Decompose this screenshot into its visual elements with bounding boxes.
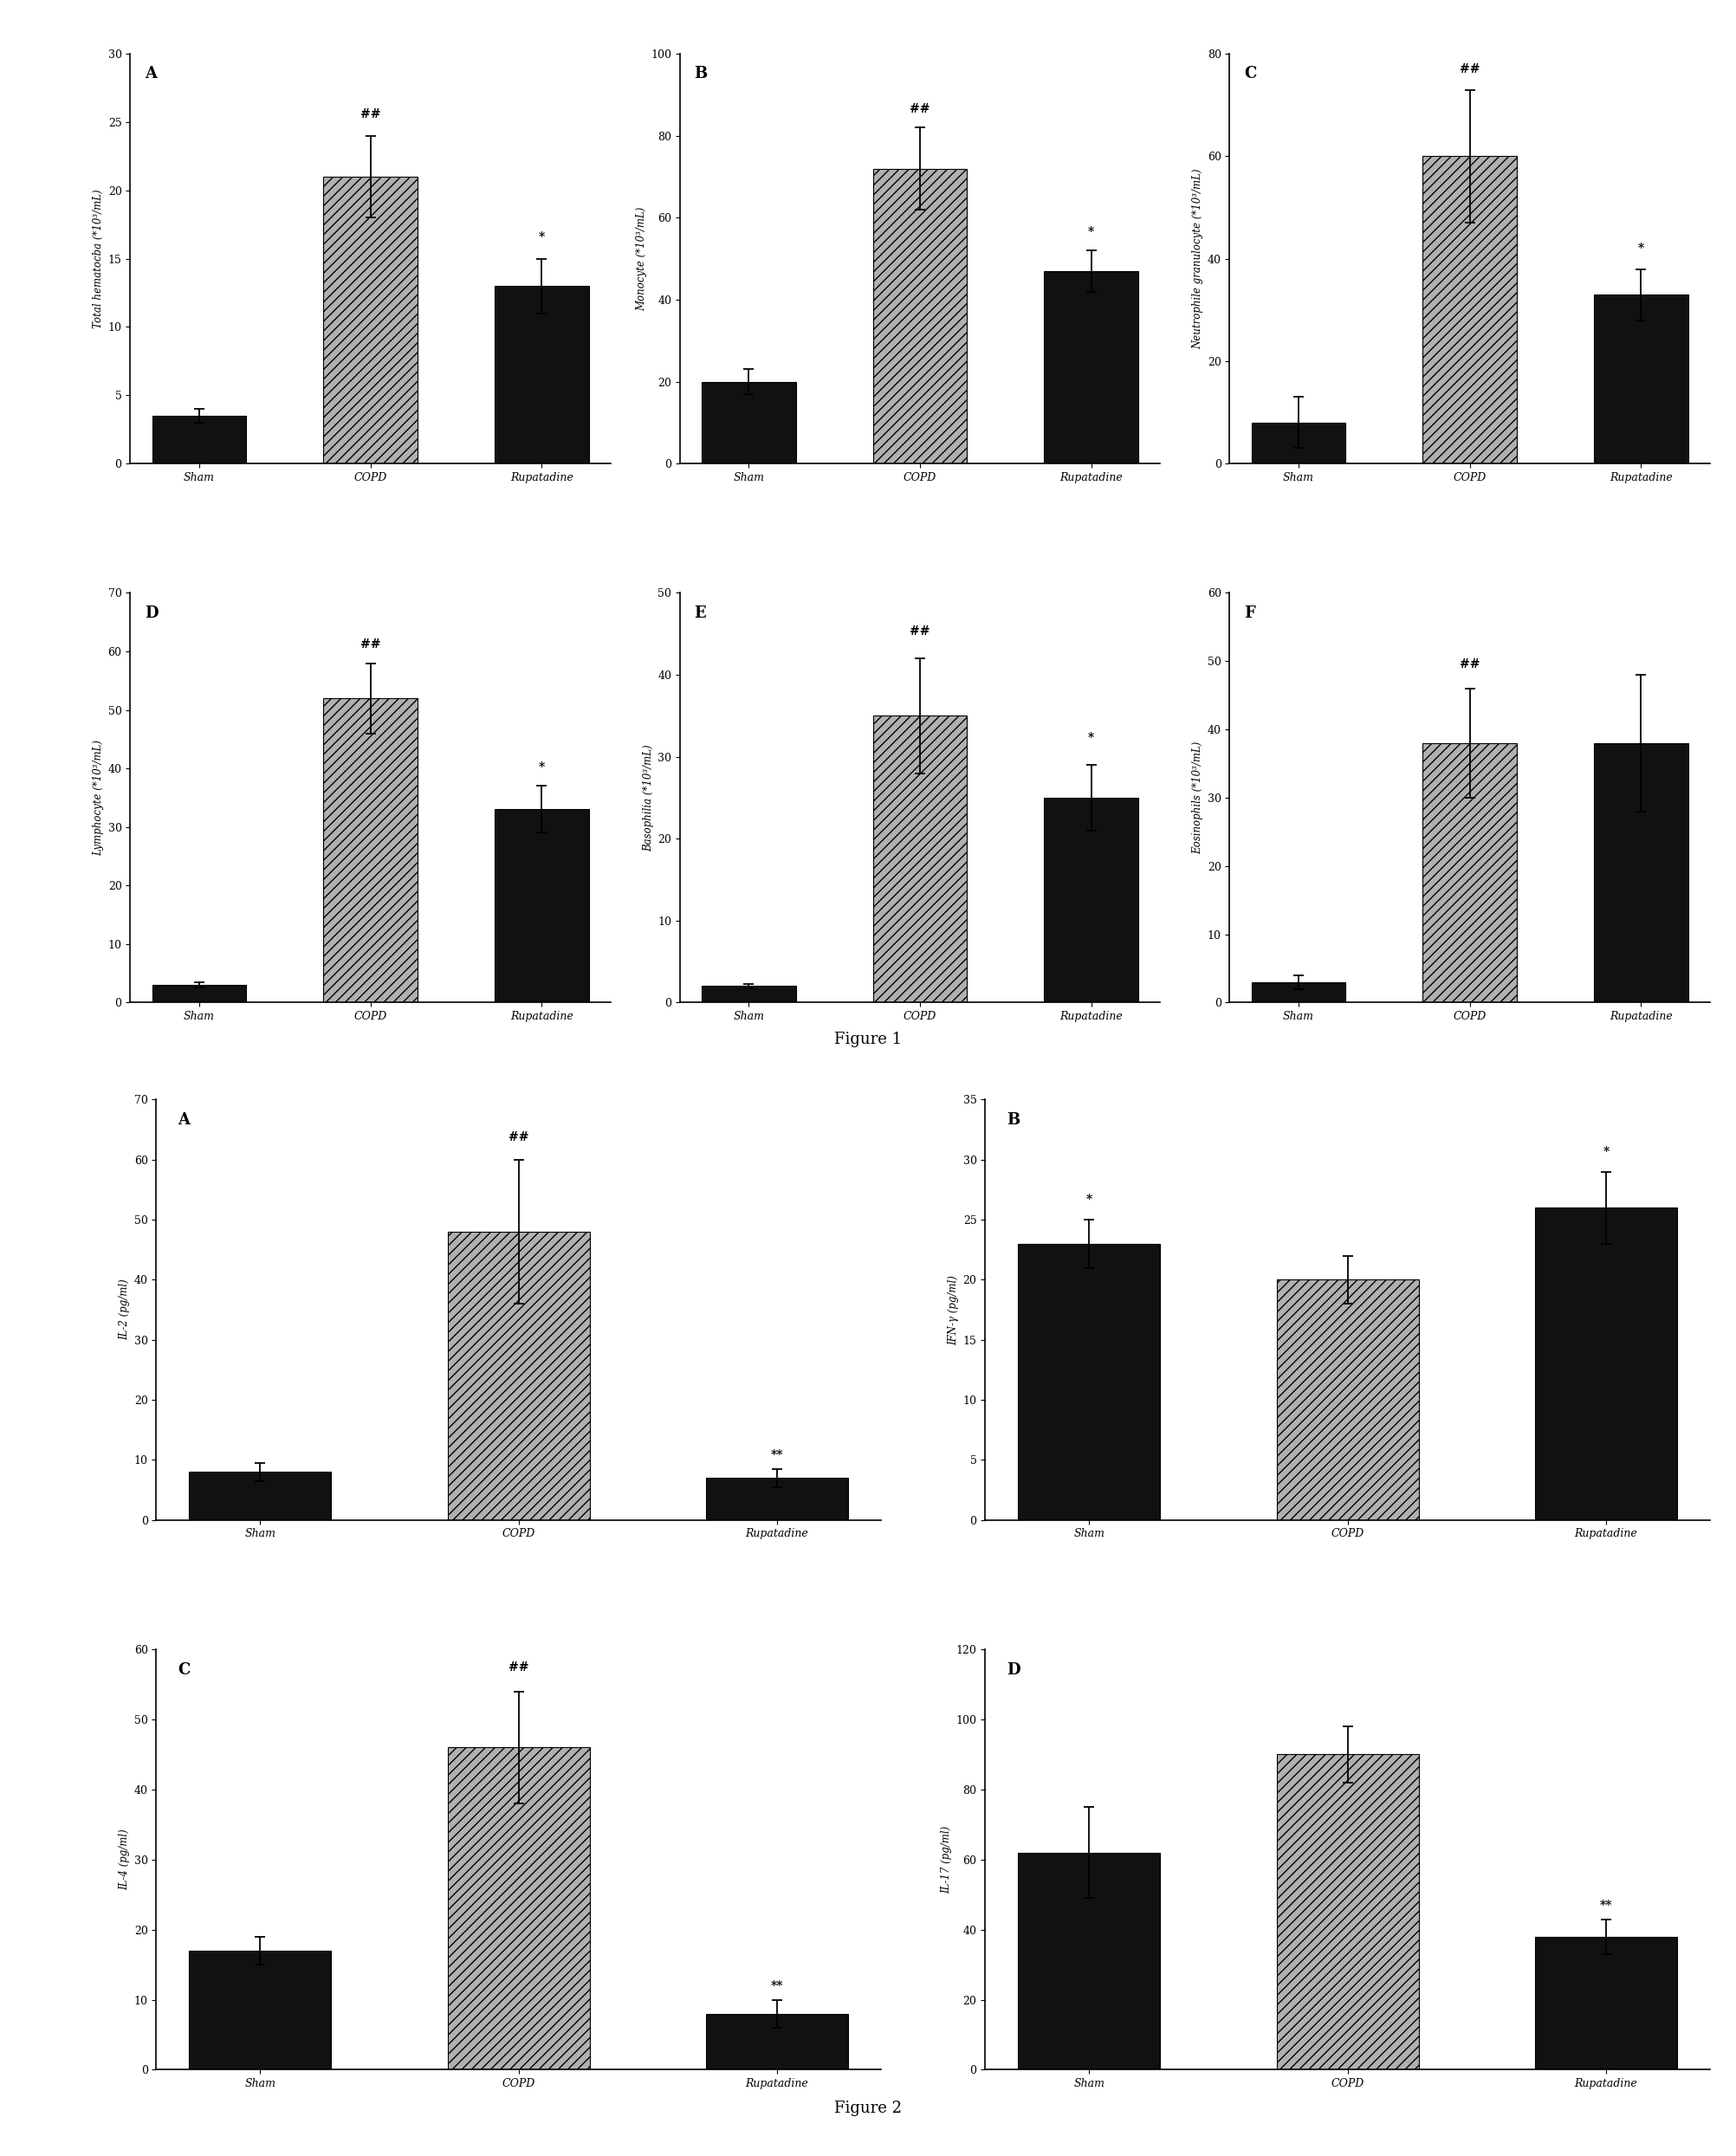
Text: ##: ##: [509, 1132, 529, 1143]
Y-axis label: Monocyte (*10³/mL): Monocyte (*10³/mL): [635, 207, 648, 310]
Text: ##: ##: [509, 1660, 529, 1673]
Bar: [153, 985, 247, 1003]
Bar: [701, 985, 795, 1003]
Text: ##: ##: [359, 108, 380, 121]
Bar: [1252, 423, 1345, 464]
Y-axis label: Basophilia (*10³/mL): Basophilia (*10³/mL): [642, 744, 654, 852]
Bar: [1424, 744, 1517, 1003]
Y-axis label: Total hematocba (*10³/mL): Total hematocba (*10³/mL): [94, 190, 104, 328]
Bar: [701, 382, 795, 464]
Bar: [1535, 1936, 1677, 2070]
Text: ##: ##: [1460, 658, 1481, 671]
Text: *: *: [1602, 1145, 1609, 1158]
Y-axis label: IFN-γ (pg/ml): IFN-γ (pg/ml): [948, 1274, 960, 1345]
Text: Figure 1: Figure 1: [835, 1031, 901, 1048]
Bar: [1424, 157, 1517, 464]
Text: *: *: [1088, 733, 1094, 744]
Text: C: C: [1245, 67, 1257, 82]
Text: Figure 2: Figure 2: [835, 2100, 901, 2117]
Y-axis label: IL-4 (pg/ml): IL-4 (pg/ml): [120, 1828, 130, 1891]
Text: B: B: [694, 67, 708, 82]
Text: D: D: [144, 606, 158, 621]
Bar: [1045, 798, 1139, 1003]
Bar: [448, 1231, 590, 1520]
Text: ##: ##: [910, 103, 930, 116]
Bar: [1045, 272, 1139, 464]
Y-axis label: IL-2 (pg/ml): IL-2 (pg/ml): [120, 1279, 130, 1341]
Bar: [495, 808, 589, 1003]
Text: E: E: [694, 606, 707, 621]
Bar: [1276, 1281, 1418, 1520]
Text: ##: ##: [359, 638, 380, 651]
Text: A: A: [179, 1112, 191, 1128]
Bar: [707, 2014, 849, 2070]
Text: F: F: [1245, 606, 1255, 621]
Bar: [495, 287, 589, 464]
Text: ##: ##: [910, 625, 930, 638]
Bar: [189, 1473, 332, 1520]
Bar: [1017, 1852, 1160, 2070]
Bar: [873, 716, 967, 1003]
Bar: [323, 699, 417, 1003]
Y-axis label: Eosinophils (*10³/mL): Eosinophils (*10³/mL): [1193, 742, 1203, 854]
Bar: [873, 168, 967, 464]
Bar: [153, 416, 247, 464]
Text: *: *: [538, 231, 545, 244]
Text: *: *: [1087, 1194, 1092, 1205]
Text: D: D: [1007, 1662, 1021, 1677]
Bar: [1276, 1755, 1418, 2070]
Text: **: **: [771, 1449, 783, 1462]
Text: A: A: [144, 67, 156, 82]
Bar: [1535, 1207, 1677, 1520]
Y-axis label: IL-17 (pg/ml): IL-17 (pg/ml): [941, 1826, 953, 1893]
Text: *: *: [1637, 241, 1644, 254]
Bar: [1594, 744, 1687, 1003]
Text: *: *: [538, 761, 545, 774]
Text: **: **: [771, 1979, 783, 1992]
Bar: [323, 177, 417, 464]
Bar: [1594, 295, 1687, 464]
Text: C: C: [179, 1662, 191, 1677]
Bar: [448, 1746, 590, 2070]
Text: ##: ##: [1460, 63, 1481, 75]
Text: B: B: [1007, 1112, 1021, 1128]
Bar: [707, 1479, 849, 1520]
Bar: [1252, 983, 1345, 1003]
Y-axis label: Lymphocyte (*10³/mL): Lymphocyte (*10³/mL): [94, 740, 104, 856]
Y-axis label: Neutrophile granulocyte (*10³/mL): Neutrophile granulocyte (*10³/mL): [1193, 168, 1203, 349]
Text: *: *: [1088, 226, 1094, 237]
Text: **: **: [1599, 1899, 1613, 1912]
Bar: [189, 1951, 332, 2070]
Bar: [1017, 1244, 1160, 1520]
